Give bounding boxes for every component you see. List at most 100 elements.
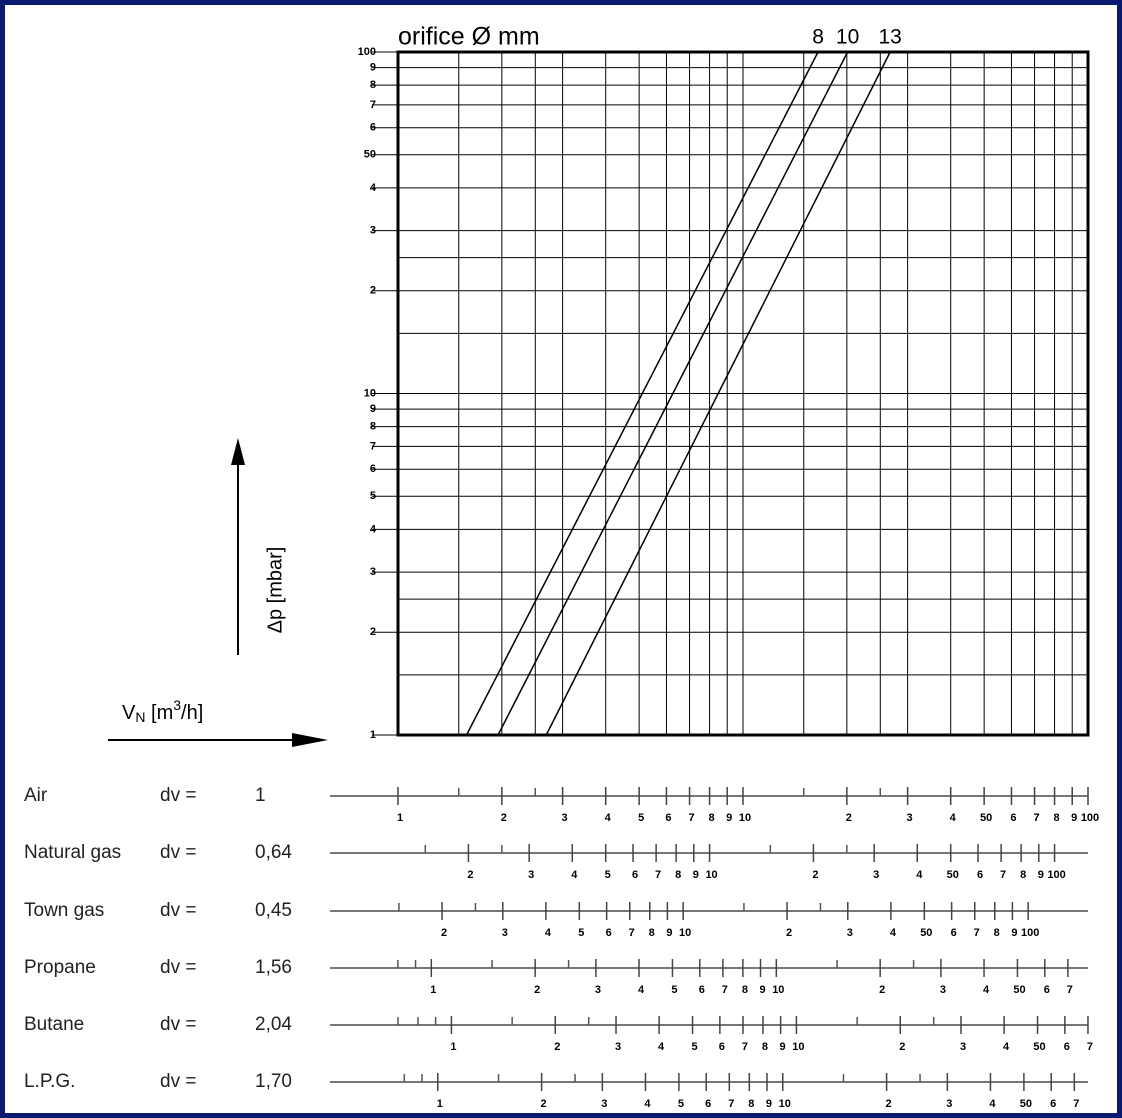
scale-tick-label: 8 [742,984,748,996]
scale-dv-label: dv = [160,785,196,806]
scale-tick-label: 10 [772,984,784,996]
scale-dv-label: dv = [160,957,196,978]
scale-tick-label: 1 [430,984,436,996]
series-label: 8 [812,26,824,49]
scale-name: Butane [24,1014,84,1035]
x-label-part: 3 [173,697,181,713]
scale-tick-label: 2 [554,1041,560,1053]
scale-name: Natural gas [24,842,121,863]
scale-tick-label: 1 [437,1098,443,1110]
x-label-part: N [135,709,145,725]
y-tick-label: 9 [370,403,376,415]
scale-tick-label: 3 [946,1098,952,1110]
y-tick-label: 6 [370,463,376,475]
scale-tick-label: 7 [1073,1098,1079,1110]
scale-name: Propane [24,957,96,978]
y-tick-label: 5 [370,490,376,502]
scale-tick-label: 9 [780,1041,786,1053]
scale-dv-label: dv = [160,900,196,921]
scale-name: Town gas [24,900,104,921]
series-label: 13 [878,26,901,49]
scale-tick-label: 3 [940,984,946,996]
scale-dv: 0,45 [255,900,292,921]
scale-tick-label: 7 [688,812,694,824]
y-tick-label: 3 [370,566,376,578]
scale-tick-label: 4 [658,1041,665,1053]
scale-tick-label: 9 [693,869,699,881]
scale-tick-label: 9 [1011,927,1017,939]
scale-tick-label: 5 [578,927,584,939]
scale-tick-label: 8 [675,869,681,881]
scale-tick-label: 8 [1054,812,1060,824]
scale-tick-label: 100 [1047,869,1065,881]
scale-tick-label: 2 [534,984,540,996]
scale-tick-label: 7 [742,1041,748,1053]
y-tick-label: 2 [370,285,376,297]
scale-tick-label: 5 [638,812,644,824]
scale-tick-label: 4 [989,1098,996,1110]
scale-tick-label: 4 [983,984,990,996]
scale-tick-label: 4 [571,869,578,881]
scale-tick-label: 9 [666,927,672,939]
scale-tick-label: 2 [886,1098,892,1110]
y-tick-label: 8 [370,421,376,433]
scale-tick-label: 3 [595,984,601,996]
scale-tick-label: 3 [907,812,913,824]
scale-tick-label: 6 [1010,812,1016,824]
scale-tick-label: 2 [541,1098,547,1110]
scale-tick-label: 2 [501,812,507,824]
scale-tick-label: 2 [812,869,818,881]
series-line [497,51,849,736]
chart-title: orifice Ø mm [398,23,540,51]
scale-tick-label: 8 [1020,869,1026,881]
scale-tick-label: 100 [1021,927,1039,939]
scale-tick-label: 2 [441,927,447,939]
scale-tick-label: 5 [691,1041,697,1053]
scale-tick-label: 8 [994,927,1000,939]
y-tick-label: 4 [370,523,377,535]
scale-tick-label: 10 [779,1098,791,1110]
scale-tick-label: 1 [450,1041,456,1053]
x-label-part: /h] [181,702,203,724]
y-tick-label: 8 [370,79,376,91]
scale-dv-label: dv = [160,842,196,863]
scale-tick-label: 1 [397,812,403,824]
y-tick-label: 4 [370,182,377,194]
scale-dv: 2,04 [255,1014,292,1035]
scale-tick-label: 50 [947,869,959,881]
scale-tick-label: 9 [1038,869,1044,881]
scale-tick-label: 4 [916,869,923,881]
scale-tick-label: 7 [629,927,635,939]
scale-tick-label: 9 [1071,812,1077,824]
scale-tick-label: 9 [726,812,732,824]
scale-tick-label: 50 [1020,1098,1032,1110]
scale-tick-label: 9 [759,984,765,996]
scale-tick-label: 100 [1081,812,1099,824]
scale-tick-label: 6 [951,927,957,939]
y-axis-label: Δp [mbar] [264,547,286,634]
scale-tick-label: 6 [665,812,671,824]
scale-tick-label: 6 [977,869,983,881]
scale-tick-label: 8 [748,1098,754,1110]
scale-tick-label: 7 [722,984,728,996]
x-label-part: V [122,702,136,724]
scale-tick-label: 6 [1044,984,1050,996]
scale-tick-label: 10 [705,869,717,881]
scale-tick-label: 7 [728,1098,734,1110]
scale-tick-label: 3 [873,869,879,881]
scale-tick-label: 6 [699,984,705,996]
y-tick-label: 2 [370,626,376,638]
scale-tick-label: 2 [846,812,852,824]
scale-tick-label: 3 [601,1098,607,1110]
scale-tick-label: 4 [605,812,612,824]
scale-tick-label: 7 [1033,812,1039,824]
scale-tick-label: 4 [950,812,957,824]
scale-tick-label: 6 [1064,1041,1070,1053]
scale-tick-label: 3 [562,812,568,824]
y-arrow-head [231,438,245,465]
scale-tick-label: 4 [638,984,645,996]
series-line [545,51,891,736]
scale-tick-label: 3 [615,1041,621,1053]
y-tick-label: 50 [364,149,376,161]
x-axis-label: VN [m3/h] [122,697,203,725]
